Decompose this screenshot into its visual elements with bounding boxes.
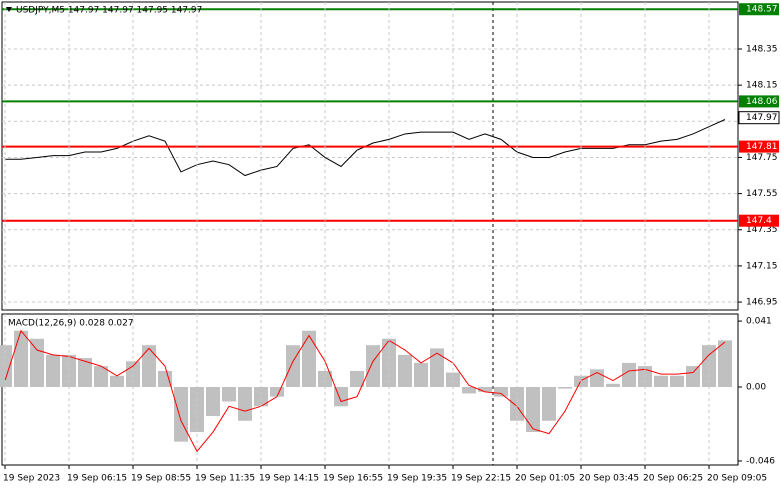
x-tick-label: 19 Sep 22:15: [451, 474, 511, 484]
macd-bar: [366, 345, 380, 388]
level-label-box: [739, 140, 779, 153]
macd-bar: [190, 387, 204, 433]
macd-bar: [606, 383, 620, 388]
y-tick-label: 148.15: [746, 81, 778, 91]
macd-bar: [158, 370, 172, 388]
macd-bar: [350, 370, 364, 388]
x-tick-label: 19 Sep 06:15: [67, 474, 127, 484]
x-tick-label: 20 Sep 01:05: [515, 474, 575, 484]
y-tick-label: 0.00: [746, 383, 766, 393]
macd-panel: [1, 313, 739, 466]
macd-bar: [462, 387, 476, 394]
y-tick-label: 147.15: [746, 261, 778, 271]
y-tick-label: -0.046: [746, 456, 775, 466]
macd-bar: [670, 375, 684, 388]
macd-bar: [254, 387, 268, 407]
y-tick-label: 147.35: [746, 225, 778, 235]
macd-bar: [478, 387, 492, 392]
macd-bar: [142, 345, 156, 388]
price-title: USDJPY,M5 147.97 147.97 147.95 147.97: [16, 6, 202, 16]
current-price-label: 147.97: [746, 113, 778, 123]
macd-bar: [238, 387, 252, 421]
y-tick-label: 147.55: [746, 189, 778, 199]
macd-bar: [174, 387, 188, 442]
signal-line: [4, 329, 726, 453]
macd-bar: [558, 387, 572, 389]
macd-bar: [510, 387, 524, 421]
macd-bar: [398, 354, 412, 388]
macd-bar: [14, 330, 28, 388]
macd-title: MACD(12,26,9) 0.028 0.027: [8, 319, 134, 329]
macd-bar: [94, 366, 108, 388]
macd-bar: [302, 330, 316, 388]
level-label-box: [739, 214, 779, 227]
x-tick-label: 20 Sep 06:25: [643, 474, 703, 484]
menu-arrow: [6, 7, 12, 12]
macd-bar: [270, 387, 284, 397]
y-tick-label: 146.95: [746, 298, 778, 308]
x-tick-label: 20 Sep 03:45: [579, 474, 639, 484]
x-tick-label: 19 Sep 19:35: [387, 474, 447, 484]
level-label: 148.57: [746, 5, 778, 15]
x-tick-label: 20 Sep 09:05: [707, 474, 767, 484]
level-label-box: [739, 3, 779, 16]
macd-bar: [446, 372, 460, 388]
macd-bar: [78, 358, 92, 388]
macd-bar: [222, 387, 236, 402]
y-tick-label: 147.75: [746, 153, 778, 163]
x-tick-label: 19 Sep 08:55: [131, 474, 191, 484]
macd-bar: [286, 345, 300, 388]
macd-bar: [0, 345, 12, 388]
macd-bar: [702, 345, 716, 388]
x-tick-label: 19 Sep 14:15: [259, 474, 319, 484]
y-tick-label: 0.041: [746, 317, 772, 327]
macd-bar: [542, 387, 556, 421]
macd-bar: [46, 354, 60, 388]
macd-bar: [718, 340, 732, 388]
macd-bar: [206, 387, 220, 416]
x-tick-label: 19 Sep 2023: [3, 474, 60, 484]
macd-bar: [494, 387, 508, 397]
macd-bar: [110, 375, 124, 388]
macd-bar: [654, 375, 668, 388]
level-label: 147.81: [746, 142, 778, 152]
level-label: 148.06: [746, 97, 778, 107]
macd-bar: [318, 370, 332, 388]
x-tick-label: 19 Sep 11:35: [195, 474, 255, 484]
level-label-box: [739, 95, 779, 108]
macd-bar: [590, 369, 604, 388]
level-label: 147.4: [746, 216, 772, 226]
x-tick-label: 19 Sep 16:55: [323, 474, 383, 484]
macd-bar: [430, 348, 444, 388]
price-panel: [1, 1, 739, 311]
macd-bar: [622, 362, 636, 388]
y-tick-label: 148.35: [746, 44, 778, 54]
macd-bar: [686, 366, 700, 388]
macd-bar: [30, 338, 44, 388]
macd-bar: [526, 387, 540, 433]
macd-bar: [414, 362, 428, 388]
current-price-box: [738, 111, 780, 125]
